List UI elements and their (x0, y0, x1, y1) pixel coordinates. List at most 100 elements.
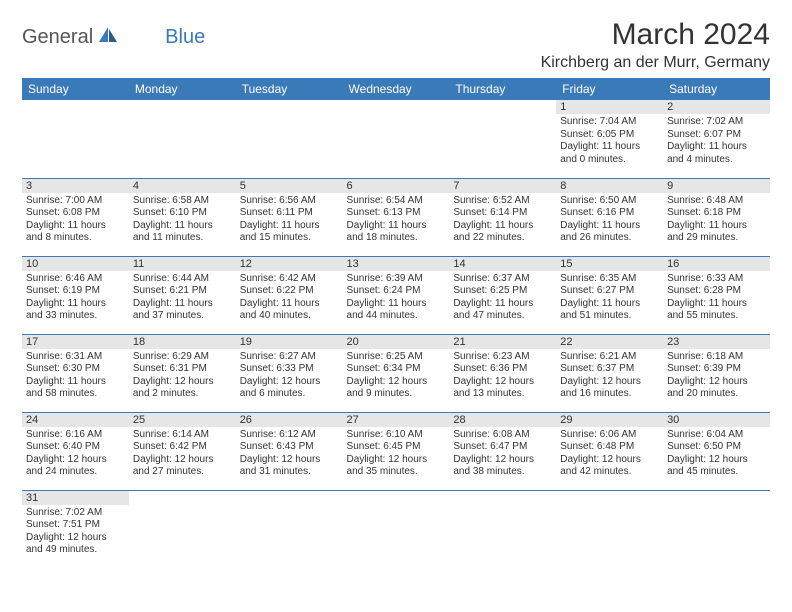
calendar-cell (556, 490, 663, 568)
page-title: March 2024 (541, 18, 770, 52)
daylight-text: and 6 minutes. (240, 388, 339, 401)
weekday-header: Tuesday (236, 78, 343, 100)
sunrise-text: Sunrise: 6:37 AM (453, 273, 552, 286)
calendar-row: 31Sunrise: 7:02 AMSunset: 7:51 PMDayligh… (22, 490, 770, 568)
daylight-text: Daylight: 12 hours (240, 454, 339, 467)
daylight-text: Daylight: 11 hours (26, 298, 125, 311)
daylight-text: and 16 minutes. (560, 388, 659, 401)
calendar-cell: 1Sunrise: 7:04 AMSunset: 6:05 PMDaylight… (556, 100, 663, 178)
day-body: Sunrise: 6:46 AMSunset: 6:19 PMDaylight:… (22, 271, 129, 326)
day-number: 1 (556, 100, 663, 114)
daylight-text: and 51 minutes. (560, 310, 659, 323)
daylight-text: Daylight: 12 hours (133, 454, 232, 467)
daylight-text: Daylight: 12 hours (347, 376, 446, 389)
sunrise-text: Sunrise: 6:16 AM (26, 429, 125, 442)
day-number: 14 (449, 257, 556, 271)
day-body: Sunrise: 6:58 AMSunset: 6:10 PMDaylight:… (129, 193, 236, 248)
daylight-text: and 37 minutes. (133, 310, 232, 323)
day-number: 26 (236, 413, 343, 427)
day-number: 24 (22, 413, 129, 427)
calendar-row: 24Sunrise: 6:16 AMSunset: 6:40 PMDayligh… (22, 412, 770, 490)
daylight-text: and 49 minutes. (26, 544, 125, 557)
sunrise-text: Sunrise: 6:08 AM (453, 429, 552, 442)
sunrise-text: Sunrise: 6:58 AM (133, 195, 232, 208)
calendar-cell: 25Sunrise: 6:14 AMSunset: 6:42 PMDayligh… (129, 412, 236, 490)
day-body: Sunrise: 6:48 AMSunset: 6:18 PMDaylight:… (663, 193, 770, 248)
calendar-cell: 13Sunrise: 6:39 AMSunset: 6:24 PMDayligh… (343, 256, 450, 334)
daylight-text: Daylight: 12 hours (560, 376, 659, 389)
daylight-text: Daylight: 11 hours (453, 298, 552, 311)
daylight-text: Daylight: 12 hours (560, 454, 659, 467)
daylight-text: and 9 minutes. (347, 388, 446, 401)
sunrise-text: Sunrise: 6:21 AM (560, 351, 659, 364)
day-number: 18 (129, 335, 236, 349)
day-number: 2 (663, 100, 770, 114)
day-body: Sunrise: 6:12 AMSunset: 6:43 PMDaylight:… (236, 427, 343, 482)
day-body: Sunrise: 6:52 AMSunset: 6:14 PMDaylight:… (449, 193, 556, 248)
daylight-text: Daylight: 12 hours (667, 376, 766, 389)
day-body: Sunrise: 6:04 AMSunset: 6:50 PMDaylight:… (663, 427, 770, 482)
day-number: 20 (343, 335, 450, 349)
calendar-cell: 6Sunrise: 6:54 AMSunset: 6:13 PMDaylight… (343, 178, 450, 256)
location: Kirchberg an der Murr, Germany (541, 54, 770, 72)
day-body: Sunrise: 6:42 AMSunset: 6:22 PMDaylight:… (236, 271, 343, 326)
calendar-cell (236, 490, 343, 568)
daylight-text: Daylight: 12 hours (347, 454, 446, 467)
day-number: 28 (449, 413, 556, 427)
day-number: 13 (343, 257, 450, 271)
calendar-cell (449, 100, 556, 178)
daylight-text: Daylight: 12 hours (453, 376, 552, 389)
day-number: 7 (449, 179, 556, 193)
daylight-text: and 47 minutes. (453, 310, 552, 323)
weekday-header: Sunday (22, 78, 129, 100)
sunrise-text: Sunrise: 6:12 AM (240, 429, 339, 442)
calendar-row: 1Sunrise: 7:04 AMSunset: 6:05 PMDaylight… (22, 100, 770, 178)
daylight-text: and 8 minutes. (26, 232, 125, 245)
calendar-row: 3Sunrise: 7:00 AMSunset: 6:08 PMDaylight… (22, 178, 770, 256)
daylight-text: and 35 minutes. (347, 466, 446, 479)
sunset-text: Sunset: 6:27 PM (560, 285, 659, 298)
daylight-text: and 13 minutes. (453, 388, 552, 401)
calendar-cell (22, 100, 129, 178)
day-body: Sunrise: 6:16 AMSunset: 6:40 PMDaylight:… (22, 427, 129, 482)
daylight-text: and 31 minutes. (240, 466, 339, 479)
day-body: Sunrise: 6:54 AMSunset: 6:13 PMDaylight:… (343, 193, 450, 248)
calendar-cell (663, 490, 770, 568)
calendar-cell (343, 490, 450, 568)
calendar-table: Sunday Monday Tuesday Wednesday Thursday… (22, 78, 770, 568)
sunset-text: Sunset: 6:40 PM (26, 441, 125, 454)
day-body: Sunrise: 6:56 AMSunset: 6:11 PMDaylight:… (236, 193, 343, 248)
sunrise-text: Sunrise: 6:48 AM (667, 195, 766, 208)
day-body: Sunrise: 7:02 AMSunset: 6:07 PMDaylight:… (663, 114, 770, 169)
daylight-text: and 2 minutes. (133, 388, 232, 401)
title-block: March 2024 Kirchberg an der Murr, German… (541, 18, 770, 72)
daylight-text: Daylight: 12 hours (26, 454, 125, 467)
day-body: Sunrise: 7:04 AMSunset: 6:05 PMDaylight:… (556, 114, 663, 169)
day-body: Sunrise: 7:00 AMSunset: 6:08 PMDaylight:… (22, 193, 129, 248)
day-number: 23 (663, 335, 770, 349)
calendar-cell: 12Sunrise: 6:42 AMSunset: 6:22 PMDayligh… (236, 256, 343, 334)
sunset-text: Sunset: 6:25 PM (453, 285, 552, 298)
calendar-cell: 8Sunrise: 6:50 AMSunset: 6:16 PMDaylight… (556, 178, 663, 256)
sunrise-text: Sunrise: 6:39 AM (347, 273, 446, 286)
sunrise-text: Sunrise: 6:31 AM (26, 351, 125, 364)
daylight-text: Daylight: 12 hours (240, 376, 339, 389)
header: General Blue March 2024 Kirchberg an der… (22, 18, 770, 72)
day-body: Sunrise: 6:10 AMSunset: 6:45 PMDaylight:… (343, 427, 450, 482)
daylight-text: and 26 minutes. (560, 232, 659, 245)
daylight-text: Daylight: 11 hours (453, 220, 552, 233)
logo-text-blue: Blue (165, 26, 205, 49)
daylight-text: Daylight: 11 hours (560, 220, 659, 233)
daylight-text: and 45 minutes. (667, 466, 766, 479)
calendar-cell (129, 100, 236, 178)
weekday-header: Friday (556, 78, 663, 100)
daylight-text: Daylight: 12 hours (133, 376, 232, 389)
day-number: 25 (129, 413, 236, 427)
day-body: Sunrise: 6:50 AMSunset: 6:16 PMDaylight:… (556, 193, 663, 248)
sunset-text: Sunset: 6:34 PM (347, 363, 446, 376)
day-number: 3 (22, 179, 129, 193)
daylight-text: and 11 minutes. (133, 232, 232, 245)
day-body: Sunrise: 7:02 AMSunset: 7:51 PMDaylight:… (22, 505, 129, 560)
sunset-text: Sunset: 6:14 PM (453, 207, 552, 220)
day-number: 11 (129, 257, 236, 271)
